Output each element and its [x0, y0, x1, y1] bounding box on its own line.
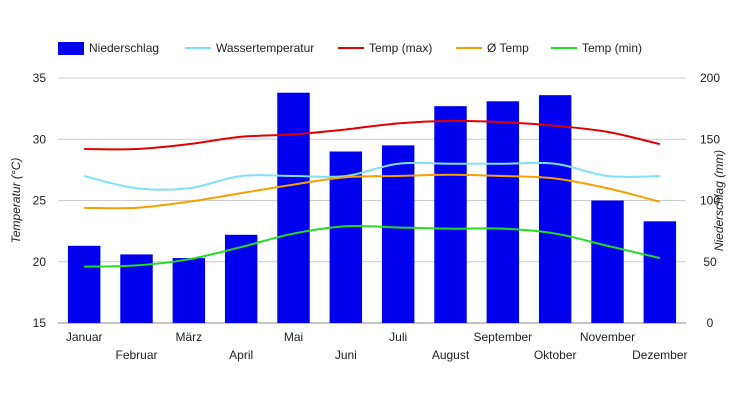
- x-tick-label: Juni: [335, 348, 357, 362]
- precipitation-bars: [67, 92, 677, 324]
- right-axis-title: Niederschlag (mm): [712, 150, 726, 251]
- right-tick-label: 50: [703, 255, 717, 269]
- series-line: [84, 119, 661, 151]
- x-tick-label: Oktober: [534, 348, 577, 362]
- precip-bar: [172, 258, 206, 323]
- left-tick-label: 30: [33, 132, 47, 146]
- right-tick-label: 100: [700, 194, 720, 208]
- x-tick-label: November: [580, 330, 635, 344]
- precip-bar: [538, 95, 572, 324]
- x-tick-label: Dezember: [632, 348, 687, 362]
- left-tick-label: 20: [33, 255, 47, 269]
- legend-label: Temp (max): [369, 41, 432, 55]
- series-line: [83, 161, 660, 191]
- precip-bar: [381, 145, 415, 323]
- legend: Niederschlag Wassertemperatur Temp (max) Ø …: [58, 41, 642, 55]
- precip-bar: [591, 200, 624, 323]
- right-tick-label: 150: [700, 132, 720, 146]
- legend-swatch: [58, 42, 84, 55]
- grid-lines: [58, 77, 686, 324]
- x-tick-label: April: [229, 348, 253, 362]
- precip-bar: [277, 92, 310, 323]
- precip-bar: [486, 101, 520, 324]
- legend-label: Ø Temp: [487, 41, 529, 55]
- precip-bar: [67, 245, 101, 323]
- x-tick-label: März: [175, 330, 202, 344]
- precip-bar: [434, 106, 467, 323]
- right-tick-label: 0: [707, 316, 714, 330]
- left-axis-title: Temperatur (°C): [9, 158, 23, 244]
- x-tick-label: August: [432, 348, 470, 362]
- right-tick-label: 200: [700, 71, 720, 85]
- legend-label: Wassertemperatur: [216, 41, 314, 55]
- legend-label: Temp (min): [582, 41, 642, 55]
- x-tick-label: Februar: [115, 348, 157, 362]
- x-tick-label: Mai: [284, 330, 303, 344]
- x-tick-label: Januar: [66, 330, 103, 344]
- temperature-lines: [83, 119, 661, 268]
- series-line: [84, 224, 661, 268]
- precip-bar: [643, 221, 677, 323]
- legend-label: Niederschlag: [89, 41, 159, 55]
- left-tick-label: 35: [33, 71, 47, 85]
- series-line: [84, 173, 661, 210]
- left-tick-label: 15: [33, 316, 47, 330]
- x-tick-label: September: [473, 330, 532, 344]
- precip-bar: [329, 151, 363, 323]
- left-tick-label: 25: [33, 194, 47, 208]
- x-tick-label: Juli: [389, 330, 407, 344]
- axes: 15 20 25 30 35 0 50 100 150 200 Januar Februar März A…: [33, 71, 721, 362]
